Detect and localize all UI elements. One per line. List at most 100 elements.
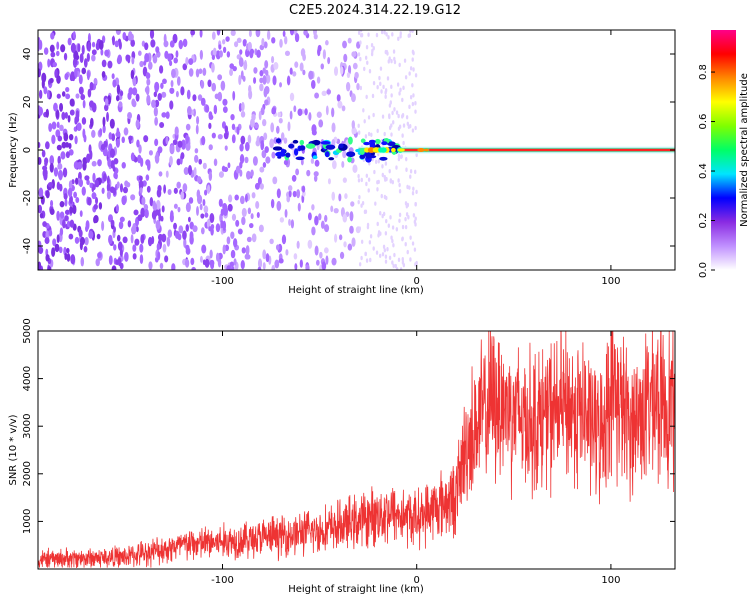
- spectrogram-cell: [284, 36, 288, 45]
- spectrogram-cell: [347, 243, 353, 251]
- spectrogram-cell: [68, 142, 72, 149]
- spectrogram-cell: [54, 243, 60, 253]
- spectrogram-cell: [390, 132, 393, 137]
- spectrogram-cell: [308, 70, 314, 80]
- spectrogram-cell: [392, 120, 395, 125]
- spectrogram-cell: [414, 169, 417, 175]
- spectrogram-cell: [411, 83, 414, 88]
- carrier-blob: [367, 147, 374, 153]
- spectrogram-cell: [89, 182, 93, 188]
- spectrogram-cell: [220, 80, 226, 91]
- spectrogram-cell: [333, 207, 339, 214]
- spectrogram-cell: [271, 37, 276, 44]
- colorbar-tick-label: 0.2: [698, 213, 709, 229]
- spectrogram-cell: [409, 169, 413, 174]
- spectrogram-cell: [78, 229, 83, 238]
- spectrogram-cell: [155, 46, 160, 54]
- spectrogram-cell: [176, 181, 181, 189]
- snr-marks: [38, 331, 675, 568]
- spectrogram-cell: [111, 265, 117, 270]
- spectrogram-cell: [64, 209, 70, 215]
- spectrogram-cell: [388, 56, 391, 61]
- spectrogram-cell: [343, 53, 348, 63]
- spectrogram-cell: [405, 115, 409, 120]
- spectrogram-cell: [366, 224, 370, 230]
- spectrogram-cell: [173, 203, 178, 209]
- colorbar-tick-label: 0.6: [698, 114, 709, 130]
- spectrogram-cell: [375, 250, 379, 255]
- spectrogram-cell: [291, 174, 297, 182]
- spectrogram-cell: [196, 206, 199, 216]
- spectrogram-cell: [84, 236, 89, 246]
- spectrogram-cell: [289, 30, 295, 36]
- spectrogram-cell: [296, 240, 300, 249]
- carrier-blob: [360, 138, 366, 144]
- spectrogram-cell: [409, 257, 412, 262]
- spectrogram-cell: [253, 77, 257, 84]
- spectrogram-cell: [262, 262, 266, 270]
- spectrogram-cell: [395, 165, 398, 170]
- spectrogram-cell: [248, 30, 252, 38]
- spectrogram-cell: [344, 193, 348, 200]
- spectrogram-cell: [117, 54, 123, 64]
- spectrogram-cell: [321, 90, 327, 97]
- spectrogram-cell: [173, 57, 178, 64]
- spectrogram-cell: [211, 54, 216, 61]
- spectrogram-cell: [162, 243, 167, 253]
- spectrogram-cell: [380, 193, 383, 199]
- spectrogram-cell: [365, 94, 368, 100]
- spectrogram-cell: [159, 262, 164, 270]
- spectrogram-cell: [388, 113, 391, 118]
- spectrogram-cell: [412, 93, 415, 98]
- spectrogram-cell: [414, 125, 417, 131]
- spectrogram-cell: [55, 50, 60, 57]
- spectrogram-cell: [178, 39, 184, 50]
- spectrogram-cell: [196, 115, 200, 125]
- spectrogram-cell: [318, 119, 324, 128]
- spectrogram-cell: [119, 90, 124, 97]
- spectrogram-cell: [61, 141, 67, 149]
- spectrogram-cell: [231, 266, 235, 270]
- spectrogram-cell: [177, 206, 181, 213]
- spectrogram-cell: [91, 192, 97, 200]
- spectrogram-cell: [189, 235, 194, 245]
- spectrogram-cell: [121, 136, 125, 144]
- spectrogram-cell: [185, 142, 191, 151]
- spectrogram-cell: [402, 123, 406, 128]
- spectrogram-cell: [115, 30, 121, 36]
- spectrogram-cell: [173, 222, 177, 230]
- spectrogram-cell: [64, 73, 69, 80]
- carrier-blob: [372, 147, 380, 153]
- spectrogram-cell: [226, 51, 231, 58]
- carrier-blob: [299, 139, 305, 146]
- spectrogram-cell: [280, 132, 285, 141]
- spectrogram-cell: [354, 71, 359, 79]
- spectrogram-cell: [281, 234, 287, 245]
- spectrogram-cell: [409, 95, 413, 100]
- spectrogram-cell: [143, 204, 149, 211]
- spectrogram-cell: [182, 183, 188, 193]
- spectrogram-cell: [263, 132, 268, 141]
- spectrogram-cell: [415, 152, 418, 158]
- spectrogram-cell: [50, 200, 54, 207]
- spectrogram-cell: [169, 87, 175, 95]
- spectrogram-cell: [73, 161, 79, 170]
- spectrogram-cell: [412, 186, 415, 191]
- spectrogram-cell: [75, 196, 80, 203]
- spectrogram-cell: [176, 158, 181, 166]
- spectrogram-cell: [208, 144, 213, 151]
- spectrogram-cell: [203, 205, 209, 214]
- spectrogram-cell: [51, 121, 57, 130]
- spectrogram-cell: [397, 113, 400, 119]
- spectrogram-cell: [363, 209, 367, 215]
- spectrogram-cell: [38, 89, 43, 99]
- spectrogram-cell: [108, 234, 113, 245]
- spectrogram-cell: [306, 169, 311, 177]
- carrier-blob: [386, 141, 396, 146]
- spectrogram-cell: [230, 249, 236, 259]
- carrier-blob: [320, 140, 331, 145]
- spectrogram-cell: [151, 210, 157, 220]
- spectrogram-cell: [89, 117, 94, 128]
- spectrogram-cell: [160, 215, 164, 222]
